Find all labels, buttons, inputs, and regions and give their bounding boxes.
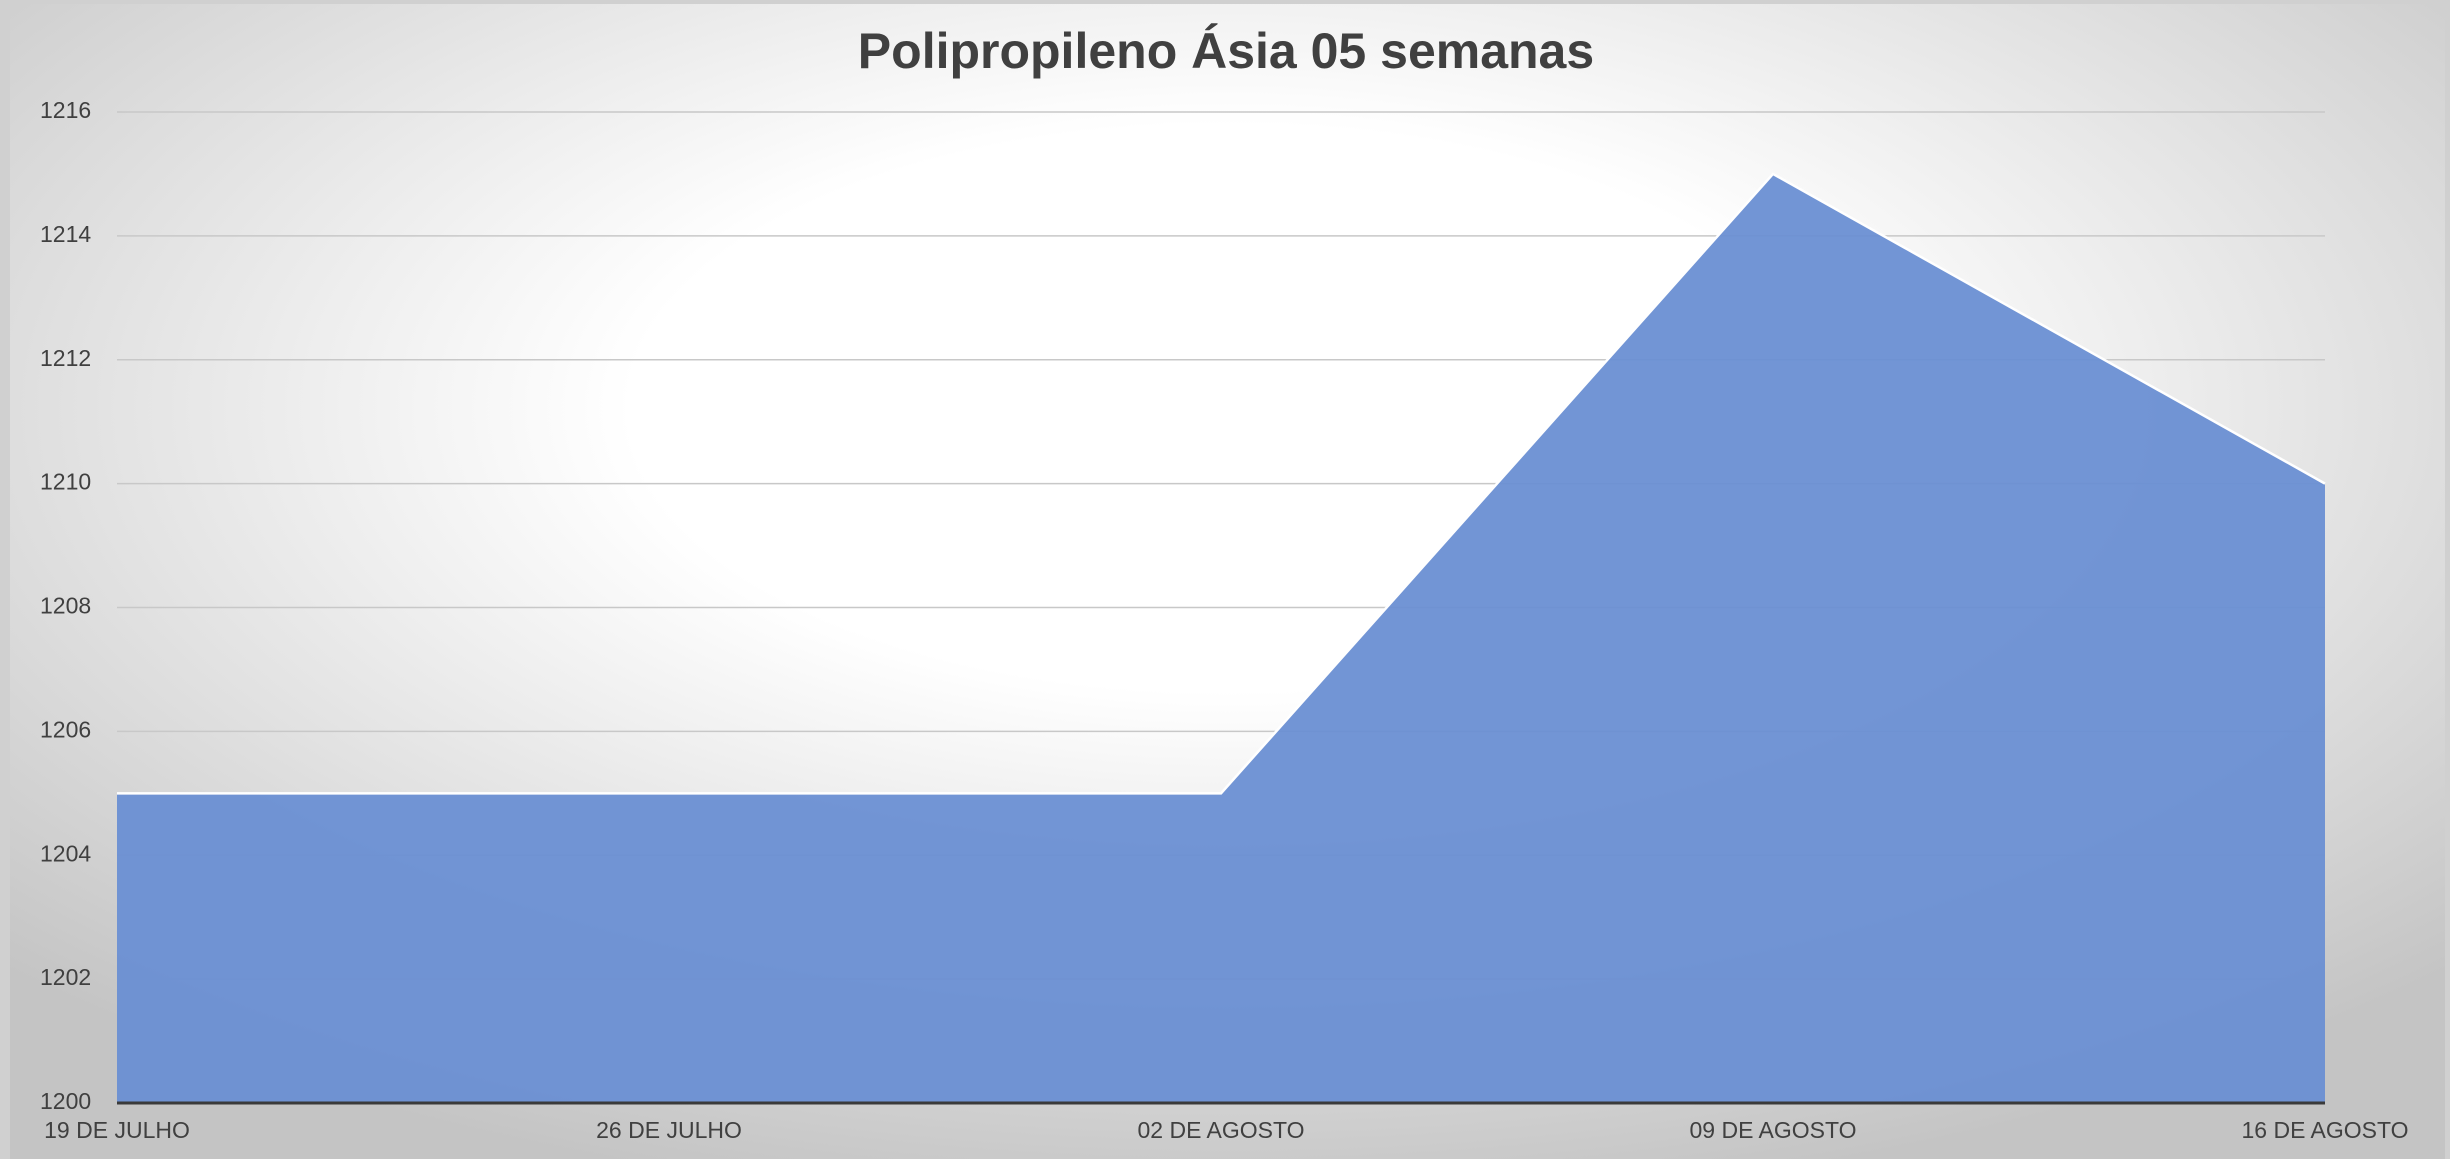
y-tick-label: 1206 [40,716,91,742]
y-tick-label: 1216 [40,97,91,123]
area-outline [117,172,2326,795]
x-tick-label: 26 DE JULHO [596,1117,742,1143]
y-tick-label: 1200 [40,1088,91,1114]
x-tick-label: 16 DE AGOSTO [2241,1117,2408,1143]
x-tick-label: 19 DE JULHO [44,1117,190,1143]
area [117,173,2325,1103]
x-tick-label: 02 DE AGOSTO [1137,1117,1304,1143]
chart-title: Polipropileno Ásia 05 semanas [858,23,1594,79]
y-tick-label: 1210 [40,469,91,495]
y-tick-label: 1208 [40,593,91,619]
x-tick-label: 09 DE AGOSTO [1689,1117,1856,1143]
y-tick-label: 1202 [40,964,91,990]
y-tick-label: 1212 [40,345,91,371]
y-tick-label: 1204 [40,840,91,866]
y-tick-label: 1214 [40,221,91,247]
